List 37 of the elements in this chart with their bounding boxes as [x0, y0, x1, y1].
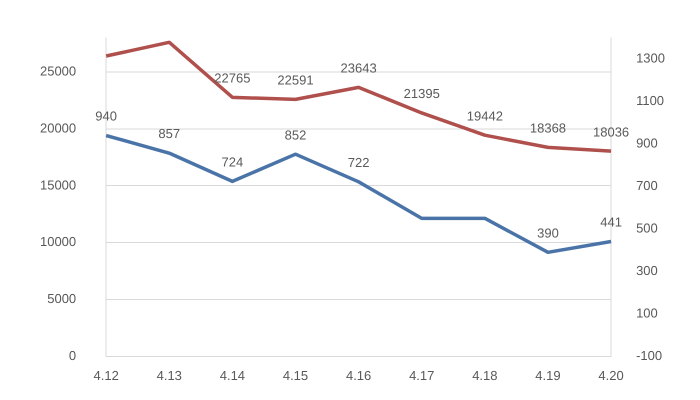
y2-tick-label: 1100 [636, 93, 664, 108]
y2-tick-label: 900 [636, 136, 658, 151]
data-label: 390 [537, 225, 559, 240]
data-label: 724 [222, 154, 244, 170]
data-label: 18368 [530, 120, 566, 136]
y2-tick-label: 1300 [636, 50, 665, 66]
y2-tick-label: 300 [636, 263, 658, 278]
x-tick-label: 4.13 [156, 368, 182, 383]
y-tick-label: 0 [68, 348, 76, 363]
data-label: 857 [158, 126, 180, 142]
y-tick-label: 15000 [40, 177, 76, 192]
y-tick-label: 10000 [40, 234, 76, 250]
y-tick-label: 20000 [40, 120, 76, 136]
x-tick-label: 4.19 [535, 368, 561, 383]
x-tick-label: 4.15 [282, 368, 308, 383]
x-tick-label: 4.12 [93, 368, 119, 383]
x-tick-label: 4.18 [472, 368, 498, 383]
data-label: 940 [95, 108, 117, 124]
x-tick-label: 4.16 [346, 368, 372, 383]
data-label: 852 [284, 127, 306, 142]
y2-tick-label: 500 [636, 220, 658, 236]
y-tick-label: 5000 [47, 291, 76, 306]
data-label: 22591 [277, 72, 314, 88]
x-tick-label: 4.14 [220, 368, 246, 383]
data-label: 441 [600, 214, 622, 230]
x-tick-label: 4.20 [598, 368, 624, 383]
data-label: 722 [348, 154, 370, 170]
y2-tick-label: 100 [636, 306, 658, 320]
y2-tick-label: 700 [636, 178, 658, 194]
data-label: 23643 [340, 60, 377, 76]
y2-tick-label: -100 [636, 348, 662, 363]
data-label: 21395 [404, 86, 440, 102]
x-tick-label: 4.17 [409, 368, 434, 383]
y-tick-label: 25000 [40, 64, 76, 79]
data-label: 18036 [593, 124, 630, 140]
data-label: 19442 [466, 108, 503, 124]
data-label: 22765 [214, 70, 250, 86]
